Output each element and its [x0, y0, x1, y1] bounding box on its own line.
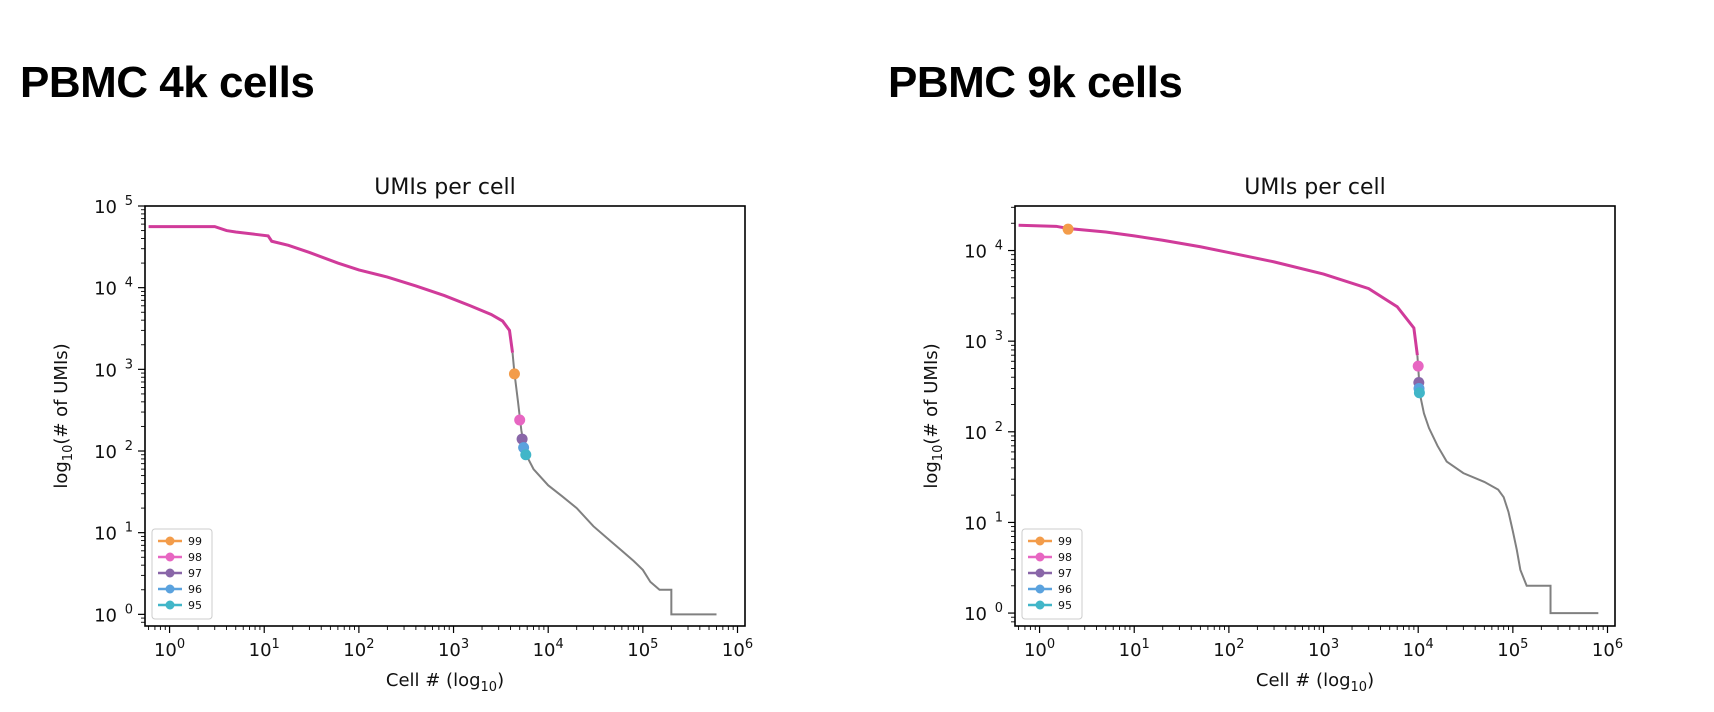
percentile-marker-99 [1062, 223, 1074, 235]
x-axis-label: Cell # (log10) [386, 670, 504, 695]
legend-swatch-marker [1035, 552, 1045, 562]
legend-swatch-marker [165, 536, 175, 546]
y-tick-label: 10 1 [964, 510, 1003, 534]
x-tick-label: 102 [1213, 637, 1244, 661]
panel-heading-pbmc-4k: PBMC 4k cells [20, 58, 315, 107]
x-tick-label: 106 [1592, 637, 1623, 661]
background-curve [511, 352, 717, 616]
y-tick-label: 10 4 [94, 276, 133, 300]
x-axis-label: Cell # (log10) [1256, 670, 1374, 695]
legend-label-96: 96 [1058, 583, 1072, 596]
y-tick-label: 10 3 [94, 357, 133, 381]
x-tick-label: 100 [154, 637, 185, 661]
legend-swatch-marker [165, 584, 175, 594]
chart-title: UMIs per cell [374, 175, 515, 200]
legend-label-99: 99 [1058, 535, 1072, 548]
x-tick-label: 100 [1024, 637, 1055, 661]
y-tick-label: 10 2 [964, 420, 1003, 444]
cells-curve [148, 225, 515, 353]
x-tick-label: 101 [249, 637, 280, 661]
legend-swatch-marker [165, 568, 175, 578]
plot-frame [144, 205, 746, 627]
y-tick-label: 10 0 [964, 601, 1003, 625]
percentile-marker-97 [516, 433, 528, 445]
x-tick-label: 103 [438, 637, 469, 661]
legend-swatch-marker [1035, 568, 1045, 578]
legend-label-97: 97 [1058, 567, 1072, 580]
y-axis-label: log10(# of UMIs) [51, 343, 76, 488]
legend-label-98: 98 [1058, 551, 1072, 564]
cells-curve [1018, 223, 1419, 356]
x-tick-label: 104 [1403, 637, 1434, 661]
x-tick-label: 106 [722, 637, 753, 661]
legend-swatch-marker [1035, 584, 1045, 594]
x-tick-label: 103 [1308, 637, 1339, 661]
x-tick-label: 105 [627, 637, 658, 661]
percentile-marker-98 [1412, 360, 1424, 372]
percentile-marker-98 [514, 414, 526, 426]
percentile-marker-99 [508, 368, 520, 380]
plot-frame [1014, 205, 1616, 627]
legend-label-98: 98 [188, 551, 202, 564]
x-tick-label: 102 [343, 637, 374, 661]
panel-heading-pbmc-9k: PBMC 9k cells [888, 58, 1183, 107]
y-tick-label: 10 0 [94, 602, 133, 626]
x-tick-label: 101 [1119, 637, 1150, 661]
x-tick-label: 104 [533, 637, 564, 661]
legend-label-95: 95 [1058, 599, 1072, 612]
legend-label-97: 97 [188, 567, 202, 580]
legend-swatch-marker [1035, 600, 1045, 610]
background-curve [1416, 355, 1599, 615]
y-tick-label: 10 1 [94, 521, 133, 545]
legend-label-99: 99 [188, 535, 202, 548]
y-axis-label: log10(# of UMIs) [921, 343, 946, 488]
legend-label-96: 96 [188, 583, 202, 596]
legend-label-95: 95 [188, 599, 202, 612]
y-tick-label: 10 2 [94, 439, 133, 463]
chart-title: UMIs per cell [1244, 175, 1385, 200]
legend-swatch-marker [165, 552, 175, 562]
legend-swatch-marker [165, 600, 175, 610]
y-tick-label: 10 4 [964, 239, 1003, 263]
legend-swatch-marker [1035, 536, 1045, 546]
y-tick-label: 10 3 [964, 329, 1003, 353]
percentile-marker-95 [520, 449, 532, 461]
y-tick-label: 10 5 [94, 194, 133, 218]
percentile-marker-95 [1413, 387, 1425, 399]
x-tick-label: 105 [1497, 637, 1528, 661]
